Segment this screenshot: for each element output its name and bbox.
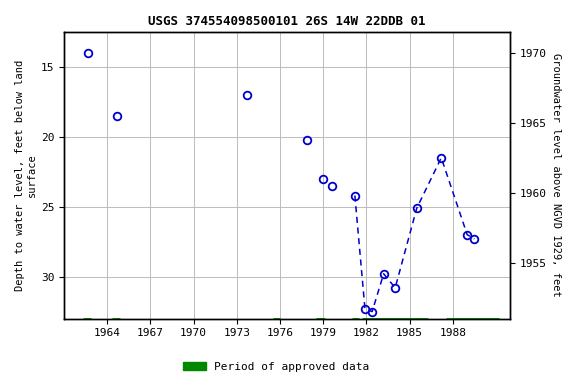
Y-axis label: Depth to water level, feet below land
surface: Depth to water level, feet below land su…	[15, 60, 37, 291]
Title: USGS 374554098500101 26S 14W 22DDB 01: USGS 374554098500101 26S 14W 22DDB 01	[149, 15, 426, 28]
Y-axis label: Groundwater level above NGVD 1929, feet: Groundwater level above NGVD 1929, feet	[551, 53, 561, 297]
Legend: Period of approved data: Period of approved data	[179, 358, 374, 377]
